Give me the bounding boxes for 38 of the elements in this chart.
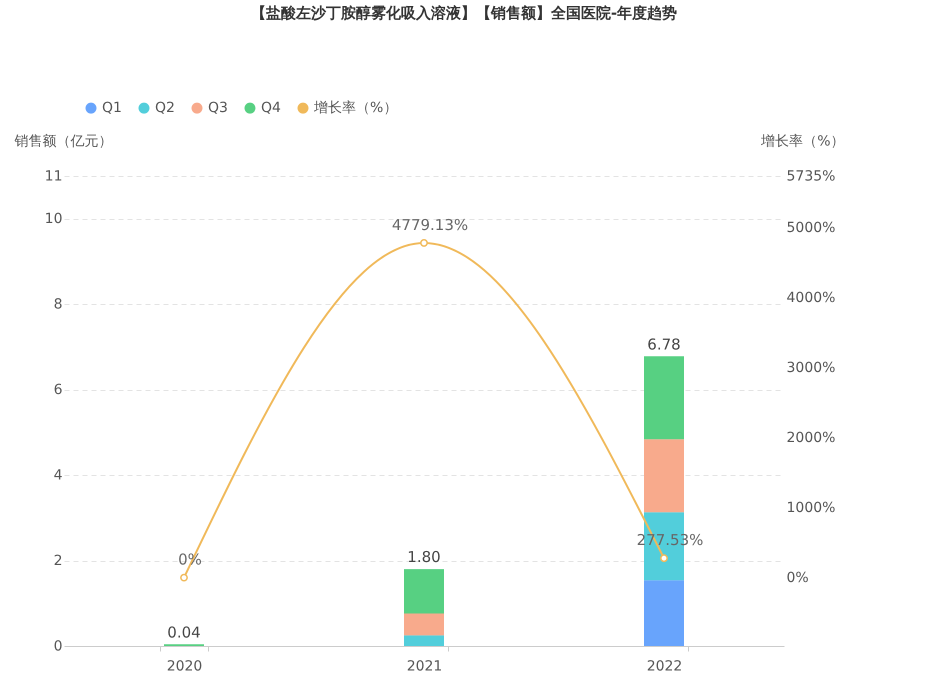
bar (404, 635, 444, 646)
y-tick-label: 2 (54, 553, 62, 570)
y-tick-label: 0 (54, 638, 62, 654)
legend-label: Q3 (208, 100, 228, 116)
y2-tick-label: 1000% (786, 500, 836, 516)
y-tick-label: 10 (44, 211, 62, 228)
point (660, 554, 668, 562)
data-label: 4779.13% (392, 216, 468, 234)
bar (404, 614, 444, 636)
y-tick-label: 8 (54, 296, 62, 313)
total-label: 0.04 (167, 623, 201, 642)
total-label: 6.78 (647, 335, 681, 354)
legend-label: Q4 (261, 100, 282, 116)
y2-tick-label: 2000% (786, 430, 836, 446)
y-tick-label: 4 (54, 468, 63, 484)
x-tick-label: 2022 (646, 658, 682, 674)
legend-label: Q2 (155, 100, 175, 116)
x-tick-label: 2021 (406, 658, 442, 674)
legend-label: 增长率（%） (313, 100, 398, 116)
y-tick-label: 6 (54, 382, 63, 398)
point (180, 574, 188, 582)
legend-label: Q1 (102, 100, 122, 116)
bar (644, 356, 684, 440)
y2-axis-title: 增长率（%） (760, 134, 844, 150)
bar (644, 580, 684, 646)
bar (404, 569, 444, 614)
y2-tick-label: 5000% (786, 220, 836, 236)
x-tick-label: 2020 (166, 658, 202, 674)
chart-title: 【盐酸左沙丁胺醇雾化吸入溶液】【销售额】全国医院-年度趋势 (250, 4, 678, 22)
y2-tick-label: 3000% (786, 360, 836, 376)
total-label: 1.80 (407, 548, 441, 566)
y2-tick-label: 4000% (786, 290, 836, 306)
bar (644, 439, 684, 512)
y-tick-label: 11 (44, 168, 62, 184)
point (420, 239, 428, 247)
y-axis-title: 销售额（亿元） (14, 134, 112, 150)
y2-tick-label: 5735% (786, 168, 836, 184)
y2-tick-label: 0% (786, 570, 809, 586)
